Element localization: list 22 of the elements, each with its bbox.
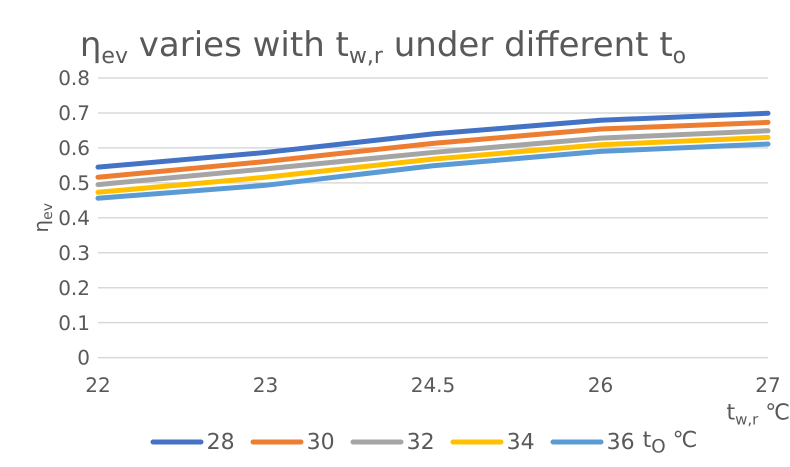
legend-label: 36 bbox=[606, 430, 635, 455]
y-tick-label: 0 bbox=[77, 346, 90, 370]
x-tick-label: 22 bbox=[85, 372, 111, 397]
x-tick-label: 26 bbox=[588, 372, 614, 397]
x-tick-label: 23 bbox=[252, 372, 278, 397]
y-tick-label: 0.2 bbox=[58, 276, 90, 300]
y-tick-label: 0.7 bbox=[58, 101, 90, 126]
y-tick-label: 0.5 bbox=[58, 170, 90, 195]
x-tick-label: 24.5 bbox=[410, 372, 456, 397]
chart-title: η$_{ev}$ varies with t$_{w,r}$ under different t$_{o}$ bbox=[80, 25, 686, 69]
y-tick-label: 0.4 bbox=[58, 206, 90, 230]
legend-label: 28 bbox=[206, 430, 235, 455]
legend-label: 32 bbox=[406, 430, 435, 455]
y-tick-label: 0.6 bbox=[58, 136, 90, 160]
x-tick-label: 27 bbox=[755, 372, 781, 397]
legend-title: t$_{O}$ ℃ bbox=[642, 428, 698, 457]
legend-label: 34 bbox=[506, 430, 535, 455]
y-tick-label: 0.3 bbox=[58, 240, 90, 265]
x-axis-title: t$_{w,r}$ ℃ bbox=[726, 400, 790, 428]
y-tick-label: 0.8 bbox=[58, 66, 90, 90]
legend-label: 30 bbox=[306, 430, 335, 455]
y-tick-label: 0.1 bbox=[58, 310, 90, 335]
